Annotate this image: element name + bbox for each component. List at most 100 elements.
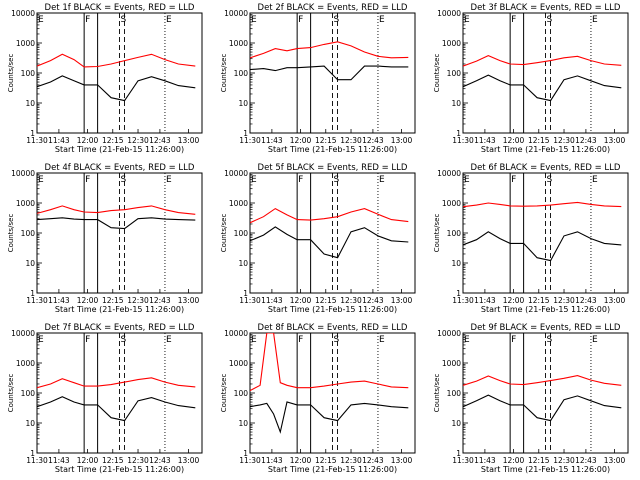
x-tick-label: 12:00 — [77, 136, 99, 145]
marker-label: F — [298, 335, 303, 345]
marker-label: S — [121, 175, 127, 185]
x-axis-label: Start Time (21-Feb-15 11:26:00) — [268, 145, 397, 154]
x-tick-label: 13:00 — [178, 456, 200, 465]
y-tick-label: 1000 — [16, 359, 35, 368]
x-tick-label: 11:30 — [239, 456, 261, 465]
x-tick-label: 12:15 — [102, 136, 124, 145]
y-axis-label: Counts/sec — [433, 54, 441, 93]
series-line — [250, 401, 409, 434]
x-tick-label: 12:15 — [315, 296, 337, 305]
marker-label: E — [592, 335, 598, 345]
x-tick-label: 13:00 — [391, 136, 413, 145]
series-line — [37, 377, 196, 389]
chart-panel: Det 4f BLACK = Events, RED = LLD 1 10 100 10… — [7, 163, 203, 314]
x-tick-label: 11:43 — [261, 136, 283, 145]
chart-title: Det 9f BLACK = Events, RED = LLD — [471, 323, 621, 333]
y-tick-label: 1 — [30, 129, 35, 138]
series-line — [37, 53, 196, 68]
chart-title: Det 5f BLACK = Events, RED = LLD — [258, 163, 408, 173]
y-tick-label: 10 — [238, 99, 248, 108]
series-line — [463, 201, 622, 208]
x-axis-label: Start Time (21-Feb-15 11:26:00) — [268, 465, 397, 474]
y-tick-label: 1 — [456, 289, 461, 298]
marker-label: F — [85, 15, 90, 25]
marker-label: E — [464, 335, 470, 345]
y-tick-label: 1000 — [16, 199, 35, 208]
series-line — [250, 207, 409, 224]
x-tick-label: 12:15 — [528, 136, 550, 145]
series-line — [37, 75, 196, 102]
x-tick-label: 11:43 — [474, 296, 496, 305]
x-axis-label: Start Time (21-Feb-15 11:26:00) — [55, 465, 184, 474]
x-tick-label: 12:43 — [149, 456, 171, 465]
x-tick-label: 12:43 — [575, 296, 597, 305]
y-tick-label: 10 — [25, 99, 35, 108]
marker-label: E — [251, 175, 257, 185]
y-tick-label: 1000 — [229, 199, 248, 208]
chart-panel: Det 2f BLACK = Events, RED = LLD 1 10 100 10… — [220, 3, 416, 154]
x-tick-label: 12:43 — [362, 136, 384, 145]
y-tick-label: 100 — [447, 389, 462, 398]
marker-label: E — [38, 15, 44, 25]
y-tick-label: 10000 — [437, 329, 461, 338]
series-line — [463, 231, 622, 262]
marker-label: E — [166, 335, 172, 345]
x-axis-label: Start Time (21-Feb-15 11:26:00) — [481, 305, 610, 314]
y-tick-label: 10000 — [437, 169, 461, 178]
x-tick-label: 12:30 — [340, 456, 362, 465]
y-tick-label: 1 — [243, 449, 248, 458]
x-tick-label: 11:30 — [239, 296, 261, 305]
y-tick-label: 1000 — [16, 39, 35, 48]
x-axis-label: Start Time (21-Feb-15 11:26:00) — [481, 145, 610, 154]
x-tick-label: 12:15 — [102, 296, 124, 305]
x-tick-label: 12:43 — [362, 296, 384, 305]
x-tick-label: 13:00 — [604, 456, 626, 465]
marker-label: F — [511, 335, 516, 345]
y-tick-label: 1000 — [229, 359, 248, 368]
x-tick-label: 12:00 — [290, 456, 312, 465]
marker-label: S — [334, 335, 340, 345]
y-tick-label: 1000 — [229, 39, 248, 48]
marker-label: E — [464, 15, 470, 25]
x-tick-label: 12:30 — [340, 136, 362, 145]
marker-label: E — [251, 335, 257, 345]
chart-panel: Det 6f BLACK = Events, RED = LLD 1 10 100 10… — [433, 163, 629, 314]
marker-label: S — [334, 175, 340, 185]
y-tick-label: 1 — [243, 129, 248, 138]
x-tick-label: 11:43 — [48, 296, 70, 305]
marker-label: E — [251, 15, 257, 25]
chart-panel: Det 7f BLACK = Events, RED = LLD 1 10 100 10… — [7, 323, 203, 474]
y-tick-label: 100 — [447, 229, 462, 238]
chart-panel: Det 1f BLACK = Events, RED = LLD 1 10 100 10… — [7, 3, 203, 154]
x-tick-label: 13:00 — [178, 136, 200, 145]
x-tick-label: 12:43 — [575, 136, 597, 145]
x-tick-label: 12:00 — [290, 136, 312, 145]
marker-label: F — [511, 15, 516, 25]
x-tick-label: 12:30 — [127, 136, 149, 145]
y-axis-label: Counts/sec — [220, 374, 228, 413]
x-tick-label: 11:43 — [48, 456, 70, 465]
y-axis-label: Counts/sec — [220, 54, 228, 93]
y-tick-label: 10 — [451, 99, 461, 108]
y-axis-label: Counts/sec — [433, 214, 441, 253]
x-tick-label: 12:00 — [77, 296, 99, 305]
chart-title: Det 2f BLACK = Events, RED = LLD — [258, 3, 408, 13]
marker-label: S — [334, 15, 340, 25]
y-tick-label: 10 — [25, 259, 35, 268]
series-line — [250, 333, 409, 392]
x-tick-label: 12:00 — [503, 296, 525, 305]
x-tick-label: 12:30 — [127, 296, 149, 305]
x-axis-label: Start Time (21-Feb-15 11:26:00) — [268, 305, 397, 314]
y-tick-label: 100 — [21, 69, 36, 78]
y-tick-label: 1000 — [442, 39, 461, 48]
marker-label: F — [85, 335, 90, 345]
marker-label: E — [38, 175, 44, 185]
marker-label: E — [166, 15, 172, 25]
marker-label: S — [547, 335, 553, 345]
y-axis-label: Counts/sec — [7, 374, 15, 413]
x-tick-label: 12:00 — [503, 136, 525, 145]
x-tick-label: 12:15 — [102, 456, 124, 465]
marker-label: E — [592, 15, 598, 25]
x-tick-label: 13:00 — [391, 296, 413, 305]
